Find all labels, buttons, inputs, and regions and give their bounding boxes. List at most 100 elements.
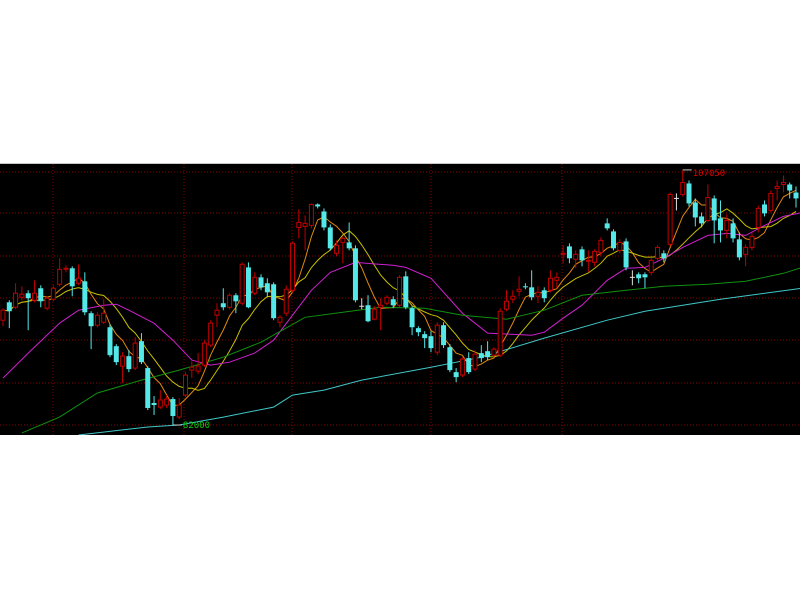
candle: [592, 249, 598, 267]
candle: [264, 278, 270, 298]
candle-body-down: [25, 293, 31, 299]
candle: [768, 190, 774, 213]
candle: [472, 350, 478, 372]
candle-body-down: [485, 351, 491, 358]
candle: [667, 192, 673, 247]
candle: [510, 290, 516, 304]
candle-body-up: [554, 276, 560, 281]
candle: [724, 214, 730, 239]
candle: [780, 175, 786, 193]
candle-body-down: [352, 248, 358, 301]
candle: [736, 232, 742, 261]
candle: [661, 250, 667, 263]
candle-body-up: [227, 294, 233, 308]
candle-body-down: [447, 347, 453, 371]
candle: [359, 298, 365, 310]
candle: [277, 315, 283, 328]
candle: [13, 283, 19, 310]
candle-body-down: [145, 368, 151, 408]
candle-body-down: [415, 328, 421, 333]
candle: [755, 205, 761, 233]
candle-body-up: [378, 304, 384, 308]
candle: [327, 224, 333, 251]
candle-body-up: [459, 358, 465, 376]
candle: [762, 200, 768, 217]
candle: [774, 180, 780, 201]
candle-body-up: [743, 246, 749, 255]
candle-body-up: [76, 277, 82, 284]
candle-body-up: [560, 252, 566, 255]
candle-body-down: [365, 305, 371, 322]
candle: [579, 246, 585, 267]
candle-body-down: [453, 372, 459, 378]
candle: [648, 258, 654, 276]
candle: [403, 271, 409, 310]
candle: [220, 288, 226, 311]
candle-body-up: [183, 374, 189, 396]
candle-body-up: [780, 182, 786, 185]
candle-body-down: [151, 403, 157, 406]
candle-body-down: [113, 346, 119, 363]
candle: [57, 258, 63, 287]
candle-body-up: [705, 197, 711, 221]
candle-body-down: [642, 274, 648, 278]
candle-body-up: [617, 241, 623, 251]
candle-body-up: [434, 324, 440, 353]
candle: [397, 275, 402, 308]
candle: [113, 344, 119, 366]
candle: [466, 352, 472, 375]
candle-body-down: [529, 287, 535, 298]
candle-body-up: [774, 186, 780, 189]
candle: [151, 396, 157, 416]
candle: [585, 250, 591, 273]
candle-body-down: [699, 216, 705, 224]
ma20-line: [2, 212, 800, 379]
candle-body-up: [157, 399, 163, 408]
candle-body-down: [245, 267, 251, 308]
candle-body-down: [604, 223, 610, 229]
candle-body-up: [120, 355, 126, 367]
candle: [428, 331, 434, 353]
ma60-line: [21, 267, 800, 434]
candle-body-down: [661, 253, 667, 259]
candle-body-up: [0, 309, 6, 321]
candle-body-up: [132, 342, 138, 369]
candle-body-up: [768, 192, 774, 211]
candle: [730, 218, 736, 243]
candle: [6, 300, 12, 329]
candle: [680, 169, 686, 197]
candle-body-up: [290, 242, 296, 291]
candle-body-down: [522, 286, 528, 288]
candle-body-up: [63, 267, 69, 270]
candle: [384, 295, 390, 306]
candle-body-down: [38, 288, 44, 302]
candle: [44, 296, 50, 311]
candle: [453, 368, 459, 383]
candle: [554, 272, 560, 289]
candle: [283, 285, 289, 317]
candle: [315, 203, 321, 209]
candle: [749, 232, 755, 251]
candle: [478, 345, 484, 363]
candle: [227, 293, 233, 310]
candle-body-up: [44, 297, 50, 309]
candle-body-down: [390, 299, 396, 306]
candle-body-up: [164, 398, 170, 406]
candle: [302, 215, 308, 251]
candle: [38, 285, 44, 308]
candle-body-up: [94, 314, 100, 326]
candle-body-down: [422, 334, 428, 339]
candle: [793, 186, 799, 208]
candle: [252, 272, 258, 296]
candle-body-down: [264, 283, 270, 293]
candle-body-down: [315, 204, 321, 207]
candle-body-down: [428, 336, 434, 349]
candle-body-down: [466, 358, 472, 373]
candle: [334, 240, 340, 257]
candle: [503, 290, 509, 312]
candle-body-up: [277, 316, 283, 323]
candle: [371, 306, 377, 321]
candle-body-up: [648, 259, 654, 273]
candle-body-up: [195, 365, 201, 372]
candle-body-up: [19, 293, 25, 298]
